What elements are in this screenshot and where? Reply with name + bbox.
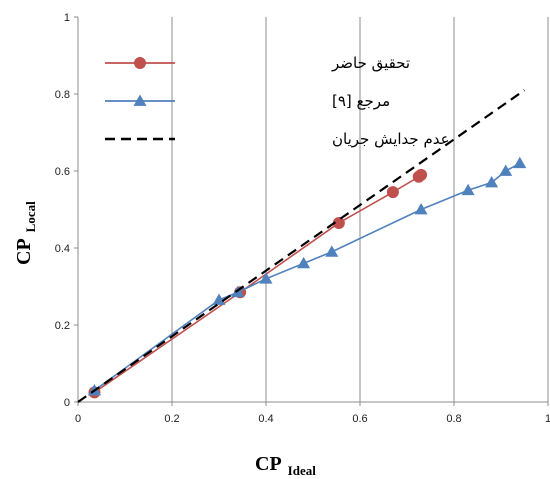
y-tick-label-4: 0.8 [55, 89, 70, 101]
legend-label-2: عدم جدایش جریان [332, 130, 450, 148]
series-1-point-9 [499, 164, 513, 176]
x-tick-label-1: 0.2 [164, 413, 179, 425]
grid [171, 17, 549, 402]
x-tick-label-3: 0.6 [352, 413, 367, 425]
series-1-point-3 [259, 272, 273, 284]
y-tick-label-2: 0.4 [55, 243, 70, 255]
series-2 [77, 89, 526, 403]
legend-marker-0 [134, 57, 146, 69]
series-1-point-8 [485, 176, 499, 188]
y-axis-title-main: CP [13, 238, 35, 265]
x-tick-label-4: 0.8 [446, 413, 461, 425]
legend-marker-1 [133, 94, 147, 106]
series-line-1 [93, 162, 521, 392]
series-1-point-5 [325, 245, 339, 257]
x-tick-label-0: 0 [75, 413, 81, 425]
series-1-point-1 [212, 293, 226, 305]
series-1 [87, 156, 527, 396]
y-tick-label-1: 0.2 [55, 320, 70, 332]
legend: تحقیق حاضر مرجع [۹] عدم جدایش جریان [105, 54, 450, 148]
svg-text:CPLocal: CP Local [13, 201, 38, 265]
series-1-point-10 [513, 156, 527, 169]
series-0-point-5 [415, 168, 428, 181]
series-1-point-7 [461, 183, 475, 196]
series-1-point-4 [297, 256, 311, 269]
legend-entry-2: عدم جدایش جریان [105, 130, 450, 148]
x-axis-title-sub: Ideal [288, 463, 317, 478]
y-axis-title: CP Local [13, 201, 38, 265]
x-axis-title-main: CP [255, 453, 282, 475]
legend-label-1: مرجع [۹] [332, 92, 390, 110]
legend-entry-1: مرجع [۹] [105, 92, 390, 110]
y-tick-label-0: 0 [64, 397, 70, 409]
y-tick-label-3: 0.6 [55, 166, 70, 178]
series-line-2 [77, 89, 526, 403]
tick-labels: 0 0.2 0.4 0.6 0.8 1 0 0.2 0.4 0.6 0.8 1 [55, 12, 550, 425]
series-layer [77, 89, 527, 403]
series-1-point-6 [414, 203, 428, 215]
series-0-point-3 [386, 186, 399, 199]
legend-label-0: تحقیق حاضر [331, 54, 410, 72]
x-tick-label-2: 0.4 [258, 413, 273, 425]
axes [74, 16, 549, 406]
legend-entry-0: تحقیق حاضر [105, 54, 410, 72]
x-tick-label-5: 1 [545, 413, 550, 425]
y-tick-label-5: 1 [64, 12, 70, 24]
y-axis-title-sub: Local [23, 201, 38, 232]
x-axis-title: CP Ideal [255, 453, 316, 478]
